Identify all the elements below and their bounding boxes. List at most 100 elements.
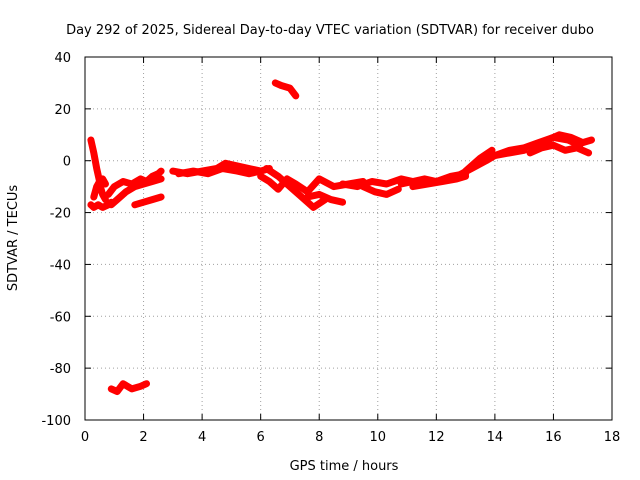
x-tick-label: 16 [545,430,562,445]
data-point [573,144,580,151]
data-point [298,194,305,201]
data-point [556,131,563,138]
y-tick-label: -60 [50,310,71,325]
data-point [521,144,528,151]
y-tick-label: 40 [54,51,71,66]
x-axis-label: GPS time / hours [290,459,399,474]
data-point [275,186,282,193]
data-point [339,181,346,188]
data-point [158,168,165,175]
data-point [286,85,293,92]
data-point [93,183,100,190]
data-point [128,385,135,392]
data-series-f [131,193,165,209]
data-point [95,201,102,208]
y-tick-label: -100 [41,414,71,429]
data-point [140,181,147,188]
data-point [204,170,211,177]
data-point [120,380,127,387]
data-point [175,170,182,177]
data-point [383,191,390,198]
data-point [506,147,513,154]
data-point [360,183,367,190]
chart-title: Day 292 of 2025, Sidereal Day-to-day VTE… [66,23,594,38]
data-point [491,152,498,159]
data-point [330,183,337,190]
data-point [544,136,551,143]
data-point [327,196,334,203]
data-point [122,188,129,195]
data-point [286,183,293,190]
data-point [114,196,121,203]
data-point [149,196,156,203]
data-point [585,149,592,156]
data-series-k [304,190,347,206]
data-point [99,204,106,211]
plot-frame [84,56,613,421]
data-point [234,168,241,175]
data-point [488,147,495,154]
data-point [527,149,534,156]
data-point [453,173,460,180]
data-point [316,191,323,198]
y-tick-label: 20 [54,103,71,118]
data-point [292,181,299,188]
axis-ticks: 0 2 4 6 8 10 12 14 16 18 -100 -80 -60 -40 -20 0 20 40 [41,51,620,445]
data-point [137,175,144,182]
x-tick-label: 12 [428,430,445,445]
data-series-j [263,165,329,211]
data-point [568,134,575,141]
data-point [90,194,97,201]
data-point [339,199,346,206]
data-point [368,178,375,185]
data-point [278,82,285,89]
data-point [245,170,252,177]
data-point [395,186,402,193]
data-point [588,136,595,143]
grid-lines [85,57,612,420]
y-tick-label: -40 [50,258,71,273]
data-point [310,204,317,211]
data-point [108,385,115,392]
x-tick-label: 4 [198,430,206,445]
data-series-u [271,79,300,100]
y-tick-label: -20 [50,207,71,222]
y-tick-label: 0 [63,155,71,170]
data-point [140,199,147,206]
data-point [266,178,273,185]
data-point [316,175,323,182]
data-point [371,188,378,195]
data-point [222,160,229,167]
data-point [538,144,545,151]
data-point [120,178,127,185]
data-point [131,201,138,208]
data-point [90,204,97,211]
data-point [263,165,270,172]
data-point [272,79,279,86]
data-point [131,183,138,190]
data-point [439,178,446,185]
x-tick-label: 14 [487,430,504,445]
data-point [93,165,100,172]
data-point [190,168,197,175]
data-point [477,155,484,162]
data-point [424,181,431,188]
x-tick-label: 8 [315,430,323,445]
data-point [550,142,557,149]
data-point [579,139,586,146]
data-point [111,183,118,190]
data-point [562,147,569,154]
data-series-m [359,183,402,198]
data-point [102,196,109,203]
data-point [90,149,97,156]
x-tick-label: 10 [370,430,387,445]
data-point [114,388,121,395]
data-point [108,201,115,208]
data-series-group [87,79,595,395]
x-tick-label: 18 [604,430,621,445]
data-point [102,181,109,188]
data-point [304,194,311,201]
data-point [462,168,469,175]
data-point [143,380,150,387]
data-point [354,183,361,190]
